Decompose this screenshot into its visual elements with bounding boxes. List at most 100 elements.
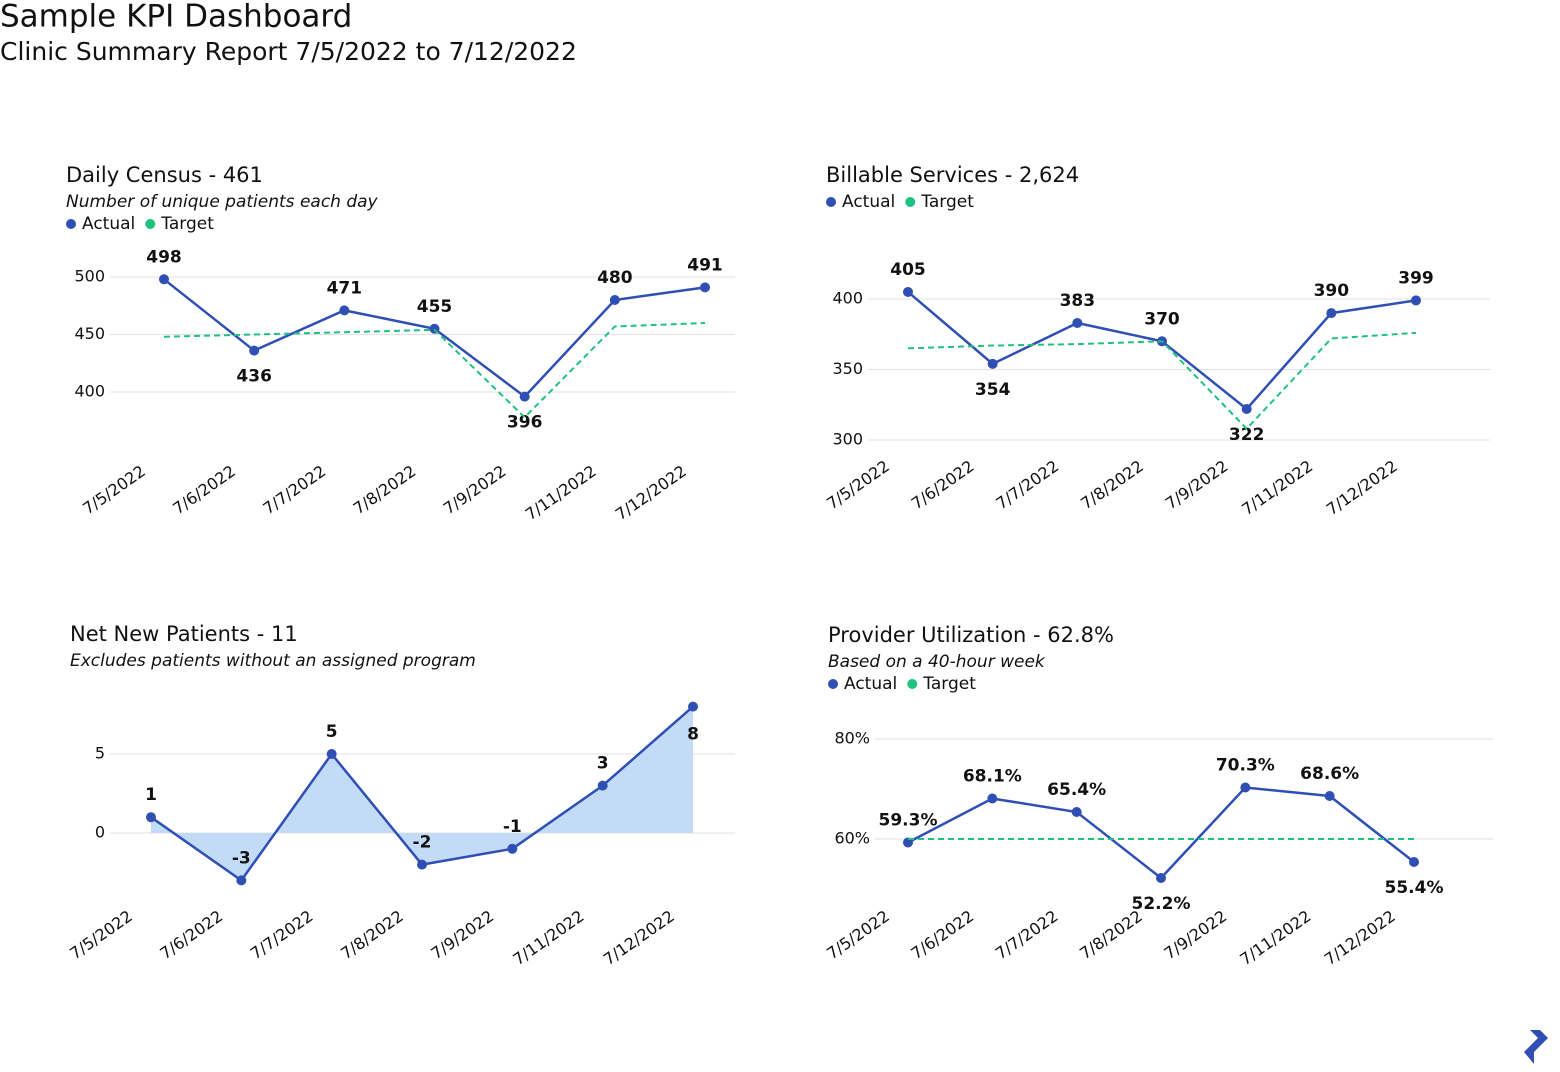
page-title: Sample KPI Dashboard [0,0,352,35]
data-point [519,391,530,402]
data-point [597,780,608,791]
chart-title: Billable Services - 2,624 [826,163,1079,187]
y-tick-label: 0 [95,823,105,842]
data-point [249,345,260,356]
x-tick-label: 7/8/2022 [350,461,420,518]
data-point [507,843,518,854]
data-point [146,812,156,823]
data-label: 498 [146,247,182,267]
legend-label: Target [920,192,974,212]
data-label: 65.4% [1047,780,1106,800]
y-tick-label: 400 [832,289,863,308]
x-tick-label: 7/5/2022 [823,906,893,963]
data-label: -3 [232,848,251,868]
x-tick-label: 7/9/2022 [440,461,510,518]
data-label: 3 [597,754,609,774]
data-point [987,358,998,369]
x-tick-label: 7/6/2022 [907,906,977,963]
y-tick-label: 400 [74,382,105,401]
data-label: 480 [597,268,633,288]
x-tick-label: 7/9/2022 [1160,906,1230,963]
y-tick-label: 80% [834,729,870,748]
x-tick-label: 7/9/2022 [1162,456,1232,513]
data-label: 436 [236,367,272,387]
data-point [1072,317,1083,328]
data-label: 491 [687,255,723,275]
chart-title: Daily Census - 461 [66,163,263,187]
data-label: 471 [327,278,363,298]
data-label: 5 [326,722,338,742]
data-label: 68.1% [963,767,1022,787]
x-tick-label: 7/12/2022 [600,906,678,969]
data-label: -1 [503,817,522,837]
data-label: 383 [1060,291,1096,311]
x-tick-label: 7/7/2022 [992,906,1062,963]
data-point [1411,295,1421,306]
x-tick-label: 7/8/2022 [1077,456,1147,513]
legend-marker [826,197,836,207]
data-label: 55.4% [1385,878,1444,898]
data-point [700,282,710,293]
x-tick-label: 7/7/2022 [259,461,329,518]
legend-marker [66,219,76,229]
data-label: 70.3% [1216,756,1275,776]
data-point [236,875,247,886]
data-point [326,749,337,759]
x-tick-label: 7/9/2022 [427,906,497,963]
data-point [688,701,698,712]
legend-label: Target [922,674,976,694]
data-point [1324,791,1335,801]
y-tick-label: 500 [74,267,105,286]
chart-panel: Billable Services - 2,624 Actual Target 300… [823,163,1490,519]
x-tick-label: 7/11/2022 [509,906,587,969]
x-tick-label: 7/6/2022 [156,906,226,963]
target-line [907,331,1417,431]
data-point [1241,403,1252,414]
data-point [1156,873,1166,883]
logo [1524,1030,1548,1064]
x-tick-label: 7/5/2022 [79,461,149,518]
data-label: 390 [1314,281,1350,301]
chart-title: Provider Utilization - 62.8% [828,623,1114,647]
data-label: 1 [145,785,157,805]
data-label: 405 [890,260,926,280]
y-tick-label: 350 [832,359,863,378]
legend-label: Target [160,214,214,234]
x-tick-label: 7/11/2022 [1236,906,1314,969]
x-tick-label: 7/6/2022 [908,456,978,513]
chart-subtitle: Number of unique patients each day [66,192,379,212]
data-label: 68.6% [1300,764,1359,784]
legend-label: Actual [82,214,135,234]
data-point [1240,782,1251,793]
data-point [159,274,169,285]
y-tick-label: 300 [832,430,863,449]
y-tick-label: 5 [95,744,105,763]
legend-marker [905,197,916,207]
x-tick-label: 7/8/2022 [1076,906,1146,963]
data-label: 52.2% [1132,894,1191,914]
data-label: 8 [687,725,699,745]
x-tick-label: 7/12/2022 [1323,456,1401,519]
chart-panel: Provider Utilization - 62.8% Based on a 4… [823,623,1493,969]
target-line [163,322,706,419]
y-tick-label: 60% [834,829,870,848]
x-tick-label: 7/5/2022 [66,906,136,963]
x-tick-label: 7/8/2022 [337,906,407,963]
data-point [1071,807,1082,817]
x-tick-label: 7/11/2022 [1238,456,1316,519]
chart-panel: Daily Census - 461 Number of unique patie… [66,163,735,524]
data-point [417,859,427,870]
x-tick-label: 7/7/2022 [247,906,317,963]
data-label: 396 [507,413,543,433]
page-subtitle: Clinic Summary Report 7/5/2022 to 7/12/2… [0,37,577,66]
data-point [609,295,620,305]
data-point [1409,857,1419,867]
area-fill [151,706,693,881]
legend-label: Actual [844,674,897,694]
data-point [339,305,350,316]
data-label: -2 [413,833,432,853]
legend-label: Actual [842,192,895,212]
data-point [903,286,913,297]
data-label: 370 [1144,309,1180,329]
